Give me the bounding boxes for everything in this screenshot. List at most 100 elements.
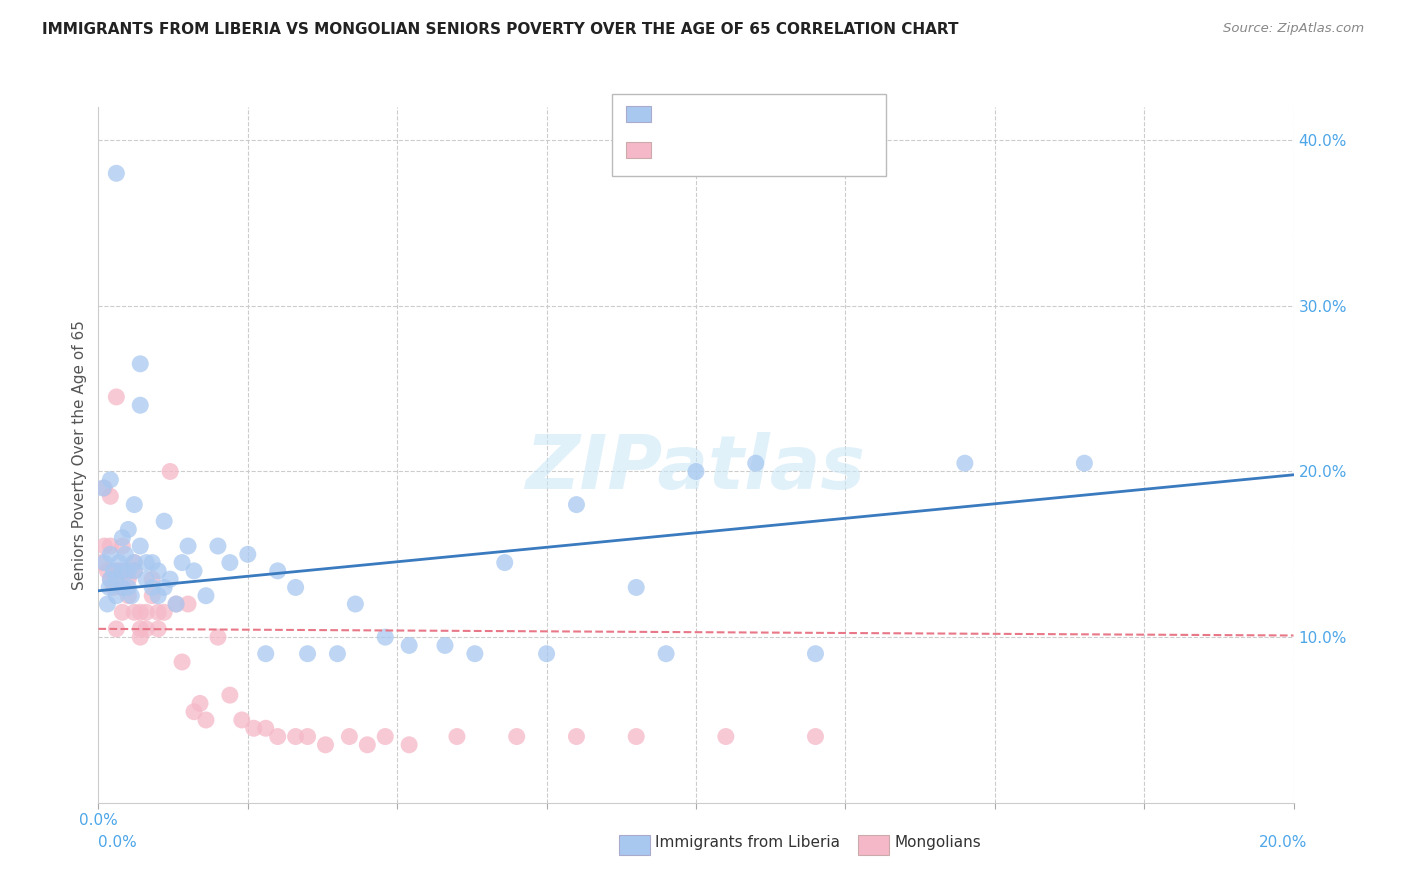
Point xyxy=(135,556,157,570)
Text: 0.0%: 0.0% xyxy=(98,836,138,850)
Point xyxy=(254,647,277,661)
Point xyxy=(93,481,115,495)
Point xyxy=(129,539,152,553)
Point xyxy=(117,581,139,595)
Point xyxy=(111,581,134,595)
Point xyxy=(464,647,486,661)
Point xyxy=(93,539,115,553)
Point xyxy=(236,547,259,561)
Point xyxy=(339,730,360,744)
Point xyxy=(207,630,229,644)
Point xyxy=(219,556,242,570)
Point xyxy=(297,647,319,661)
Point xyxy=(129,630,152,644)
Point xyxy=(195,713,218,727)
Point xyxy=(141,556,163,570)
Point xyxy=(117,564,139,578)
Point xyxy=(297,730,319,744)
Point xyxy=(111,539,134,553)
Point xyxy=(100,547,122,561)
Point xyxy=(103,581,125,595)
Point xyxy=(148,564,170,578)
Point xyxy=(124,564,146,578)
Point xyxy=(105,622,128,636)
Point xyxy=(129,622,152,636)
Point xyxy=(177,539,200,553)
Point xyxy=(105,564,128,578)
Point xyxy=(117,589,139,603)
Point xyxy=(804,730,827,744)
Point xyxy=(159,572,181,586)
Point xyxy=(129,605,152,619)
Point xyxy=(243,721,266,735)
Point xyxy=(100,489,122,503)
Point xyxy=(183,705,205,719)
Point xyxy=(96,597,118,611)
Point xyxy=(103,564,125,578)
Point xyxy=(506,730,529,744)
Text: 20.0%: 20.0% xyxy=(1260,836,1308,850)
Text: Source: ZipAtlas.com: Source: ZipAtlas.com xyxy=(1223,22,1364,36)
Point xyxy=(804,647,827,661)
Text: Mongolians: Mongolians xyxy=(894,836,981,850)
Point xyxy=(626,581,648,595)
Point xyxy=(356,738,378,752)
Point xyxy=(714,730,737,744)
Point xyxy=(124,605,146,619)
Point xyxy=(148,605,170,619)
Point xyxy=(117,572,139,586)
Point xyxy=(135,605,157,619)
Point xyxy=(434,639,457,653)
Point xyxy=(114,564,136,578)
Point xyxy=(494,556,516,570)
Point xyxy=(124,564,146,578)
Text: N = 57: N = 57 xyxy=(772,145,830,163)
Point xyxy=(685,465,707,479)
Point xyxy=(117,523,139,537)
Point xyxy=(96,564,118,578)
Point xyxy=(100,572,122,586)
Point xyxy=(219,688,242,702)
Point xyxy=(344,597,367,611)
Text: N = 63: N = 63 xyxy=(772,110,830,128)
Point xyxy=(111,531,134,545)
Point xyxy=(284,730,307,744)
Point xyxy=(284,581,307,595)
Text: Immigrants from Liberia: Immigrants from Liberia xyxy=(655,836,841,850)
Point xyxy=(195,589,218,603)
Point xyxy=(267,730,290,744)
Point xyxy=(159,465,181,479)
Point xyxy=(108,564,131,578)
Point xyxy=(172,556,194,570)
Point xyxy=(626,730,648,744)
Point xyxy=(91,481,114,495)
Point xyxy=(655,647,678,661)
Text: 0.156: 0.156 xyxy=(704,110,756,128)
Point xyxy=(148,589,170,603)
Point xyxy=(105,166,128,180)
Point xyxy=(172,655,194,669)
Point xyxy=(565,498,588,512)
Point xyxy=(105,589,128,603)
Point xyxy=(105,572,128,586)
Point xyxy=(165,597,187,611)
Point xyxy=(111,605,134,619)
Point xyxy=(108,556,131,570)
Point xyxy=(129,398,152,412)
Point xyxy=(100,572,122,586)
Point xyxy=(446,730,468,744)
Point xyxy=(98,581,121,595)
Point xyxy=(135,622,157,636)
Point xyxy=(374,730,396,744)
Text: R =: R = xyxy=(662,145,699,163)
Point xyxy=(177,597,200,611)
Point xyxy=(124,556,146,570)
Point xyxy=(100,473,122,487)
Point xyxy=(120,589,142,603)
Point xyxy=(398,738,420,752)
Point xyxy=(565,730,588,744)
Point xyxy=(135,572,157,586)
Point xyxy=(141,581,163,595)
Point xyxy=(141,589,163,603)
Point xyxy=(183,564,205,578)
